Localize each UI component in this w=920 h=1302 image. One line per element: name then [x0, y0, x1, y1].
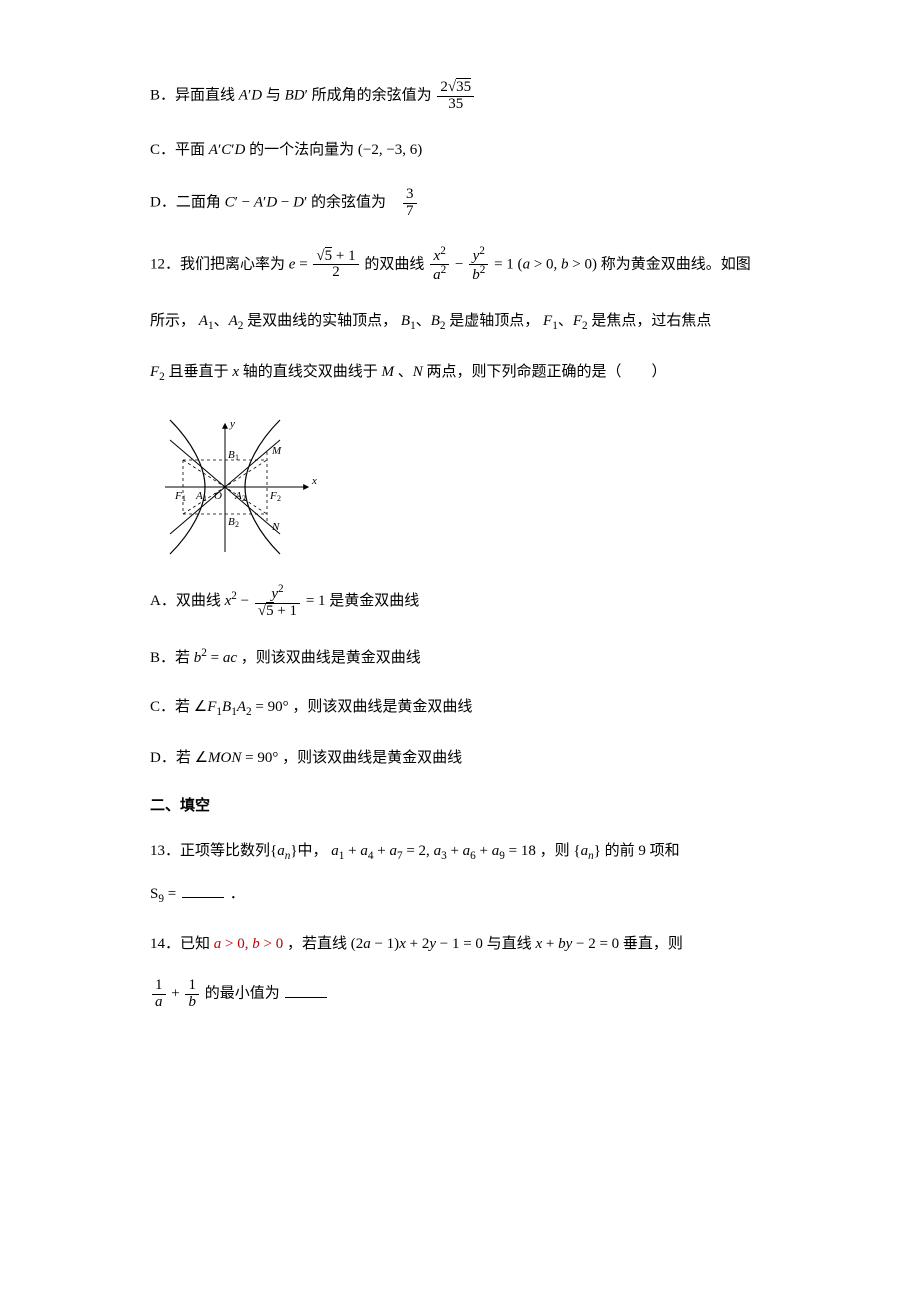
q12-option-b: B．若 b2 = ac ，则该双曲线是黄金双曲线 [150, 645, 780, 670]
vector-value: (−2, −3, 6) [358, 142, 422, 158]
text: 的最小值为 [205, 986, 280, 1002]
svg-text:N: N [271, 521, 280, 533]
text: 的前 9 项和 [605, 843, 680, 859]
text: 是黄金双曲线 [329, 593, 419, 609]
svg-text:B: B [228, 449, 235, 461]
text: 所成角的余弦值为 [312, 88, 432, 104]
text: }中， [290, 843, 327, 859]
svg-text:2: 2 [242, 494, 246, 503]
text: B．若 [150, 650, 190, 666]
text: 的一个法向量为 [249, 142, 354, 158]
text: ，则该双曲线是黄金双曲线 [282, 750, 462, 766]
text: D．二面角 [150, 195, 221, 211]
text: D．若 [150, 750, 191, 766]
text: ． [230, 886, 245, 902]
svg-text:1: 1 [235, 453, 239, 462]
q14-stem-line2: 1 a + 1 b 的最小值为 [150, 978, 780, 1011]
text: 所示， [150, 313, 195, 329]
q13-stem-line2: S9 = ． [150, 883, 780, 908]
hyperbola-figure: x y F1 A1 O A2 F2 B1 B2 M N [150, 412, 780, 562]
svg-text:B: B [228, 516, 235, 528]
q12-stem-line2: 所示， A1、A2 是双曲线的实轴顶点， B1、B2 是虚轴顶点， F1、F2 … [150, 310, 780, 335]
fill-blank[interactable] [285, 983, 327, 998]
text: ，若直线 [287, 936, 347, 952]
text: 垂直，则 [623, 936, 683, 952]
svg-text:F: F [174, 490, 182, 502]
fraction: 2√35 35 [437, 80, 474, 113]
svg-text:A: A [195, 490, 203, 502]
text: 与直线 [487, 936, 532, 952]
q12-option-d: D．若 ∠MON = 90° ，则该双曲线是黄金双曲线 [150, 747, 780, 770]
q11-option-b: B．异面直线 A′D 与 BD′ 所成角的余弦值为 2√35 35 [150, 80, 780, 113]
text: A．双曲线 [150, 593, 221, 609]
text: ，则 [540, 843, 570, 859]
text: 是双曲线的实轴顶点， [247, 313, 397, 329]
q12-stem-line1: 12．我们把离心率为 e = √5 + 1 2 的双曲线 x2 a2 − y2 … [150, 246, 780, 285]
svg-text:2: 2 [277, 494, 281, 503]
svg-text:O: O [214, 490, 222, 502]
fraction: 3 7 [403, 187, 417, 220]
text: 两点，则下列命题正确的是（ ） [427, 364, 667, 380]
text: 称为黄金双曲线。如图 [601, 256, 751, 272]
text: C．若 [150, 699, 190, 715]
q11-option-d: D．二面角 C′ − A′D − D′ 的余弦值为 3 7 [150, 187, 780, 220]
svg-text:x: x [311, 475, 317, 487]
text: C．平面 [150, 142, 205, 158]
text: 轴的直线交双曲线于 [243, 364, 378, 380]
text: 的双曲线 [364, 256, 424, 272]
svg-text:A: A [234, 490, 242, 502]
text: 是虚轴顶点， [449, 313, 539, 329]
q11-option-c: C．平面 A′C′D 的一个法向量为 (−2, −3, 6) [150, 139, 780, 162]
text: ，则该双曲线是黄金双曲线 [241, 650, 421, 666]
svg-text:1: 1 [182, 494, 186, 503]
fill-blank[interactable] [182, 883, 224, 898]
text: 14．已知 [150, 936, 210, 952]
svg-text:F: F [269, 490, 277, 502]
text: 12．我们把离心率为 [150, 256, 285, 272]
text: 是焦点，过右焦点 [591, 313, 711, 329]
q12-stem-line3: F2 且垂直于 x 轴的直线交双曲线于 M 、N 两点，则下列命题正确的是（ ） [150, 361, 780, 386]
svg-text:y: y [229, 418, 235, 430]
text: B．异面直线 [150, 88, 235, 104]
svg-text:M: M [271, 445, 282, 457]
q14-stem-line1: 14．已知 a > 0, b > 0 ，若直线 (2a − 1)x + 2y −… [150, 933, 780, 956]
svg-text:2: 2 [235, 520, 239, 529]
text: 且垂直于 [169, 364, 229, 380]
svg-text:1: 1 [203, 494, 207, 503]
text: 与 [266, 88, 281, 104]
text: 13．正项等比数列{ [150, 843, 277, 859]
q12-option-a: A．双曲线 x2 − y2 √5 + 1 = 1 是黄金双曲线 [150, 584, 780, 620]
q12-option-c: C．若 ∠F1B1A2 = 90° ，则该双曲线是黄金双曲线 [150, 696, 780, 721]
text: 的余弦值为 [311, 195, 386, 211]
q13-stem-line1: 13．正项等比数列{an}中， a1 + a4 + a7 = 2, a3 + a… [150, 840, 780, 865]
text: ，则该双曲线是黄金双曲线 [292, 699, 472, 715]
section-2-header: 二、填空 [150, 795, 780, 818]
plus-sign: + [171, 986, 179, 1002]
